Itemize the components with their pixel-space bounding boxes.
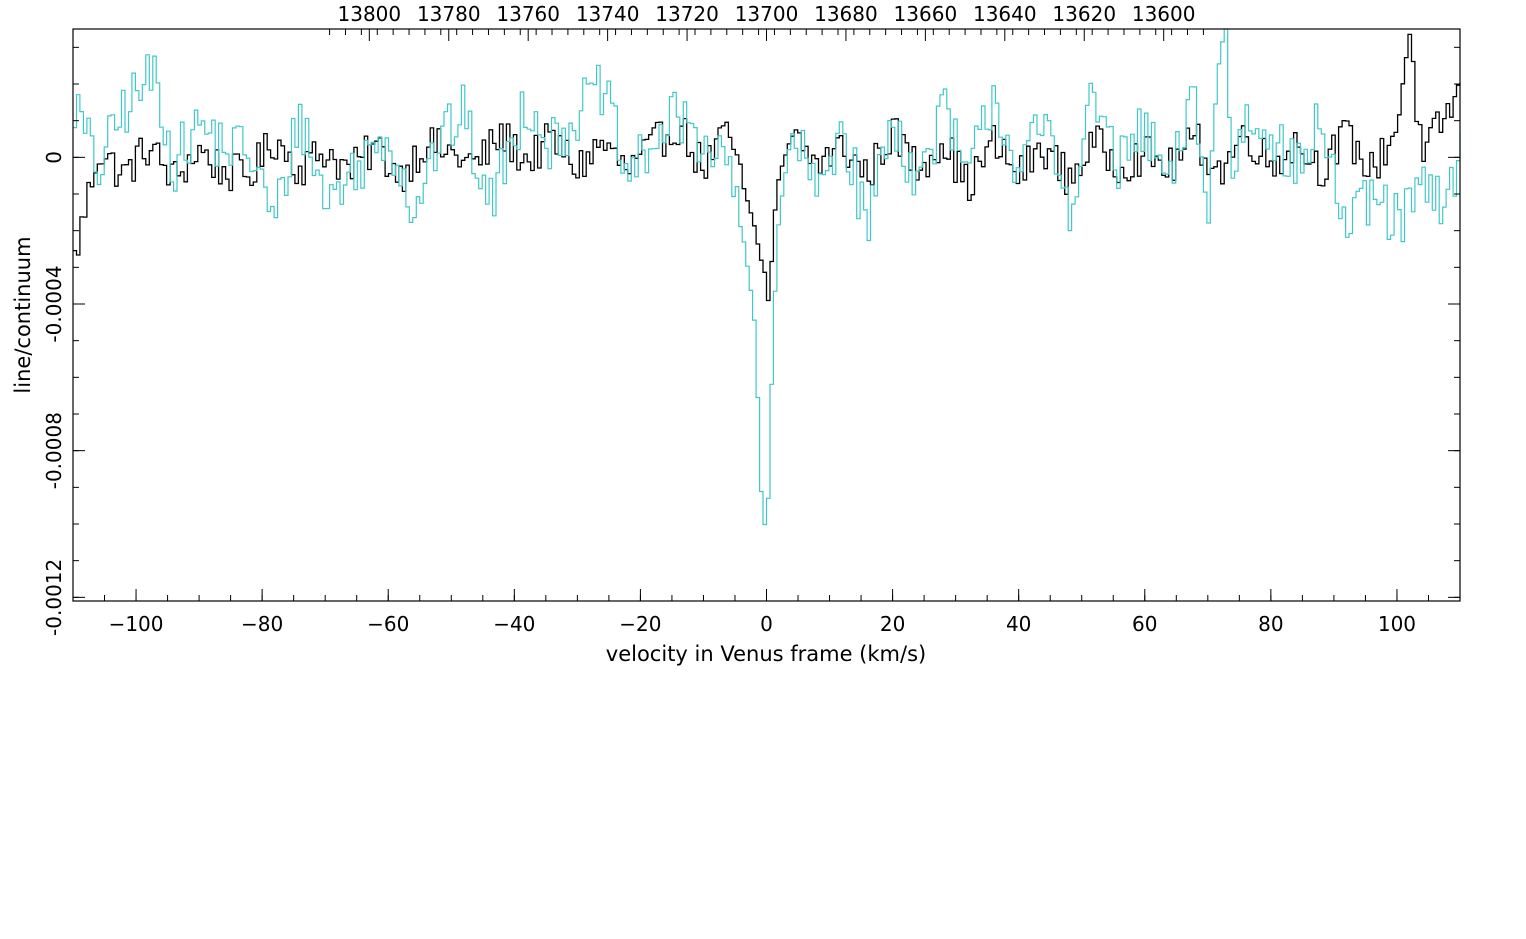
x-tick-label: −100: [109, 612, 164, 636]
x-tick-label: −60: [367, 612, 409, 636]
top-tick-label: 13720: [655, 2, 719, 26]
top-tick-label: 13680: [814, 2, 878, 26]
series-layer: [73, 28, 1461, 526]
x-tick-label: 60: [1132, 612, 1157, 636]
top-tick-label: 13700: [735, 2, 799, 26]
top-tick-label: 13740: [576, 2, 640, 26]
x-tick-label: 40: [1006, 612, 1031, 636]
top-tick-label: 13600: [1132, 2, 1196, 26]
axes-layer: −100 −80 −60 −40 −20 0 20 40 60 80 100 13800 13780 13…: [42, 2, 1461, 636]
y-tick-label: 0: [42, 151, 66, 164]
top-tick-label: 13760: [496, 2, 560, 26]
x-tick-label: 20: [880, 612, 905, 636]
y-axis-title: line/continuum: [11, 236, 35, 393]
x-tick-label: −80: [241, 612, 283, 636]
x-tick-label: 0: [760, 612, 773, 636]
x-tick-label: 100: [1378, 612, 1416, 636]
top-tick-label: 13660: [894, 2, 958, 26]
top-tick-label: 13620: [1052, 2, 1116, 26]
x-axis-title: velocity in Venus frame (km/s): [606, 642, 926, 666]
series-line-1: [73, 33, 1461, 302]
top-tick-label: 13640: [973, 2, 1037, 26]
y-tick-label: -0.0012: [42, 559, 66, 636]
top-tick-label: 13780: [417, 2, 481, 26]
top-tick-label: 13800: [338, 2, 402, 26]
x-tick-label: −40: [493, 612, 535, 636]
series-line-2: [73, 28, 1461, 526]
x-tick-label: −20: [619, 612, 661, 636]
y-tick-label: -0.0004: [42, 265, 66, 342]
x-tick-label: 80: [1258, 612, 1283, 636]
y-tick-label: -0.0008: [42, 412, 66, 489]
